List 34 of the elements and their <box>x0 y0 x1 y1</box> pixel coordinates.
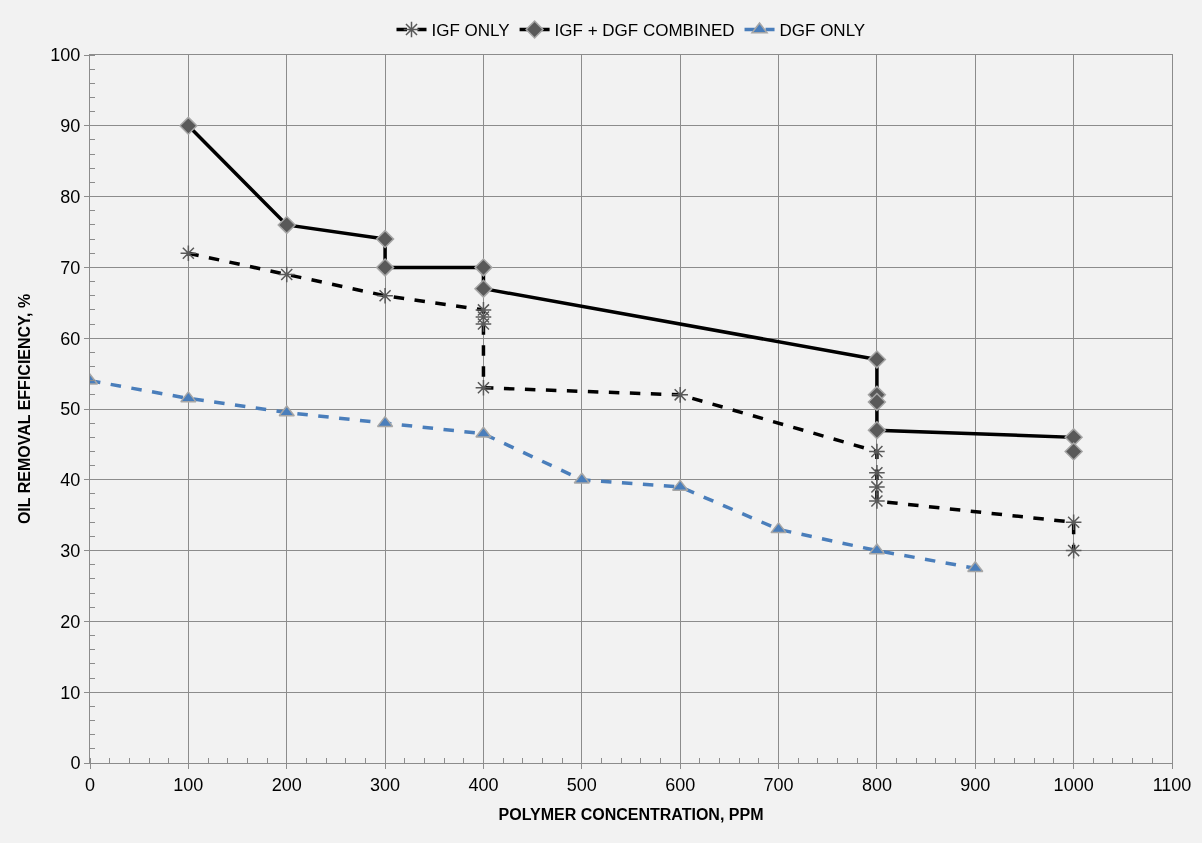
y-tick-label: 40 <box>60 470 81 491</box>
x-axis-title: POLYMER CONCENTRATION, PPM <box>498 806 764 824</box>
y-tick-label: 60 <box>60 328 81 349</box>
point <box>967 561 984 573</box>
y-axis-title: OIL REMOVAL EFFICIENCY, % <box>16 293 34 525</box>
x-tick-label: 900 <box>960 774 991 795</box>
y-tick-label: 90 <box>60 116 81 137</box>
x-tick-label: 1100 <box>1152 774 1192 795</box>
x-tick-label: 300 <box>370 774 401 795</box>
point <box>770 522 787 534</box>
x-tick-label: 800 <box>861 774 892 795</box>
y-tick-label: 10 <box>60 682 81 703</box>
y-tick-label: 20 <box>60 611 81 632</box>
point <box>475 426 492 438</box>
point <box>278 405 295 417</box>
y-tick-label: 100 <box>50 45 81 66</box>
y-tick-label: 80 <box>60 186 81 207</box>
y-tick-label: 0 <box>70 753 81 774</box>
legend-label: IGF ONLY <box>431 21 510 41</box>
x-tick-label: 400 <box>468 774 499 795</box>
y-tick-label: 70 <box>60 257 81 278</box>
point <box>180 391 197 403</box>
x-tick-label: 500 <box>566 774 597 795</box>
x-tick-label: 700 <box>763 774 794 795</box>
y-tick-label: 50 <box>60 399 81 420</box>
legend-label: IGF + DGF COMBINED <box>554 21 735 41</box>
legend-label: DGF ONLY <box>779 21 866 41</box>
x-tick-label: 600 <box>665 774 696 795</box>
y-tick-label: 30 <box>60 540 81 561</box>
x-tick-label: 100 <box>173 774 204 795</box>
point <box>376 415 394 428</box>
x-tick-label: 1000 <box>1053 774 1094 795</box>
x-tick-label: 0 <box>84 774 96 795</box>
x-tick-label: 200 <box>271 774 302 795</box>
